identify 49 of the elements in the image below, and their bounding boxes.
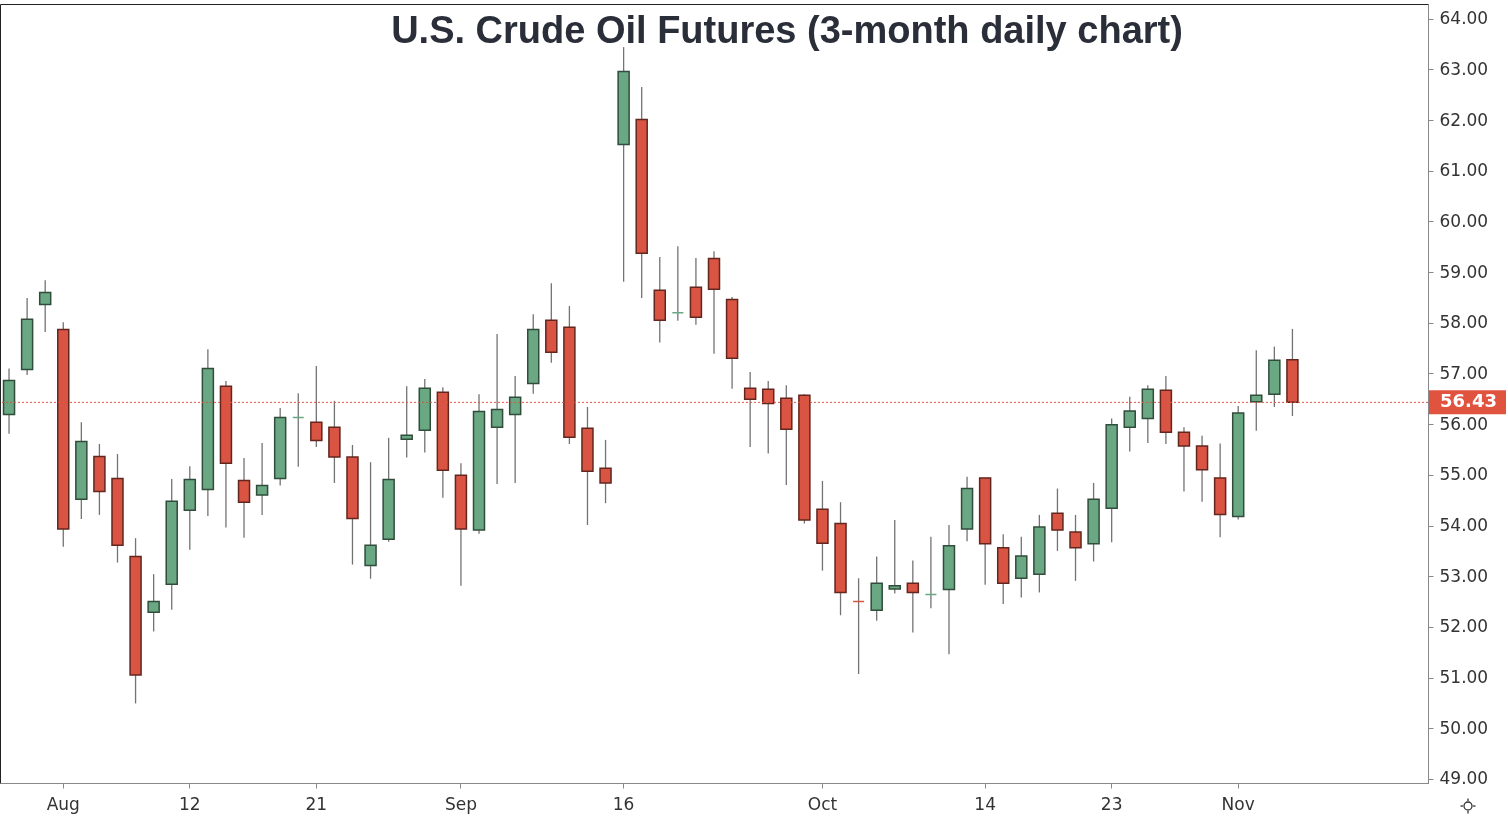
y-tick-label: 50.00 xyxy=(1439,717,1489,738)
candlestick xyxy=(1015,536,1028,599)
candlestick xyxy=(400,385,413,459)
candlestick xyxy=(599,439,612,504)
y-tick-label: 57.00 xyxy=(1439,362,1489,383)
candlestick xyxy=(364,461,377,580)
candlestick xyxy=(1123,396,1136,453)
x-tick-label: 23 xyxy=(1100,793,1123,814)
candlestick xyxy=(508,375,522,484)
candlestick xyxy=(38,279,52,333)
candlestick xyxy=(1250,349,1263,432)
x-tick-label: 14 xyxy=(974,793,996,814)
y-tick-label: 52.00 xyxy=(1439,616,1489,637)
x-tick-label: 21 xyxy=(305,793,328,814)
y-tick-label: 63.00 xyxy=(1439,58,1489,79)
y-tick-label: 49.00 xyxy=(1439,768,1489,789)
candlestick xyxy=(292,392,305,468)
candlestick xyxy=(1195,435,1209,503)
candlestick xyxy=(906,559,920,634)
ref-line-label: 56.43 xyxy=(1440,390,1497,412)
y-tick-label: 60.00 xyxy=(1439,210,1489,231)
y-tick-label: 62.00 xyxy=(1439,109,1489,130)
y-tick-label: 59.00 xyxy=(1439,261,1489,282)
candlestick xyxy=(490,333,504,485)
x-tick-label: Aug xyxy=(46,793,80,814)
candlestick xyxy=(1177,426,1191,493)
candlestick xyxy=(924,536,938,609)
x-tick-label: 16 xyxy=(612,793,635,814)
x-tick-label: Nov xyxy=(1221,793,1255,814)
candlestick xyxy=(671,245,685,322)
y-tick-label: 56.00 xyxy=(1439,413,1489,434)
candlestick xyxy=(888,519,902,595)
y-tick-label: 61.00 xyxy=(1439,160,1489,181)
y-tick-label: 55.00 xyxy=(1439,464,1489,485)
y-tick-label: 53.00 xyxy=(1439,565,1489,586)
candlestick xyxy=(147,573,160,633)
candlestick xyxy=(852,577,865,675)
y-tick-label: 58.00 xyxy=(1439,312,1489,333)
y-tick-label: 51.00 xyxy=(1439,667,1489,688)
candlestick xyxy=(1069,514,1082,582)
candlestick xyxy=(255,442,269,516)
candlestick xyxy=(1051,487,1064,552)
x-tick-label: Oct xyxy=(807,793,838,814)
chart-title: U.S. Crude Oil Futures (3-month daily chart) xyxy=(391,9,1183,51)
y-tick-label: 54.00 xyxy=(1439,515,1489,536)
y-tick-label: 64.00 xyxy=(1439,8,1489,29)
x-tick-label: Sep xyxy=(444,793,477,814)
candlestick xyxy=(237,457,251,539)
x-tick-label: 12 xyxy=(178,793,201,814)
